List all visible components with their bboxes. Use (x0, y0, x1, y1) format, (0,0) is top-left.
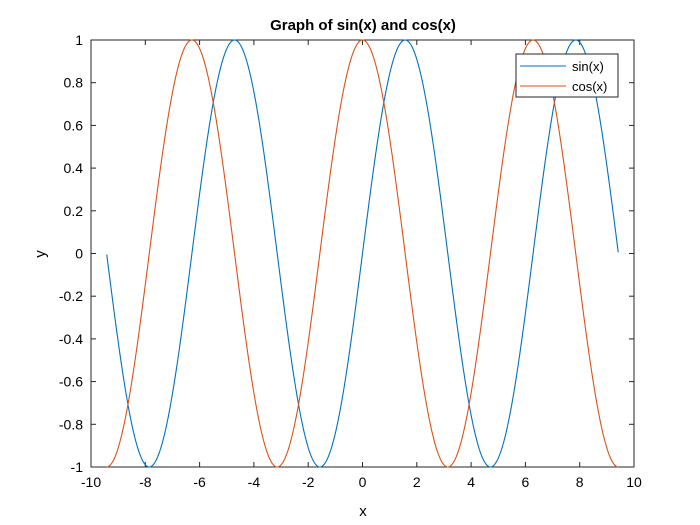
x-tick-label: -6 (193, 474, 206, 490)
series-line-cos (106, 39, 619, 468)
x-tick-label: -2 (302, 474, 315, 490)
legend: sin(x) cos(x) (515, 53, 619, 98)
x-tick-label: 10 (626, 474, 642, 490)
y-axis-label: y (32, 250, 49, 258)
y-tick-label: -0.8 (59, 416, 83, 432)
y-tick-label: -0.4 (59, 331, 83, 347)
y-tick-label: 0.2 (64, 203, 84, 219)
y-tick-label: 0.4 (64, 160, 84, 176)
x-tick-label: 4 (467, 474, 475, 490)
x-tick-label: 0 (359, 474, 367, 490)
y-tick-label: 0.6 (64, 117, 84, 133)
x-tick-label: -4 (248, 474, 261, 490)
legend-label-cos: cos(x) (572, 79, 607, 94)
x-axis-label: x (359, 503, 367, 520)
x-tick-label: 6 (522, 474, 530, 490)
axis-ticks: -10 -8 -6 -4 -2 0 2 4 6 8 10 -1 -0.8 -0.6 -0.4 -0.2 0 0.2… (59, 32, 642, 490)
y-tick-label: 1 (75, 32, 83, 48)
legend-label-sin: sin(x) (572, 59, 604, 74)
y-tick-label: -1 (71, 459, 84, 475)
y-tick-label: -0.6 (59, 374, 83, 390)
y-tick-label: 0.8 (64, 75, 84, 91)
y-tick-label: 0 (75, 246, 83, 262)
series-lines (106, 39, 619, 468)
x-tick-label: 8 (576, 474, 584, 490)
x-tick-label: -10 (81, 474, 101, 490)
series-line-sin (106, 39, 619, 468)
chart-title: Graph of sin(x) and cos(x) (270, 17, 456, 34)
x-tick-label: 2 (413, 474, 421, 490)
legend-box (515, 53, 619, 98)
x-tick-label: -8 (139, 474, 152, 490)
y-tick-label: -0.2 (59, 288, 83, 304)
